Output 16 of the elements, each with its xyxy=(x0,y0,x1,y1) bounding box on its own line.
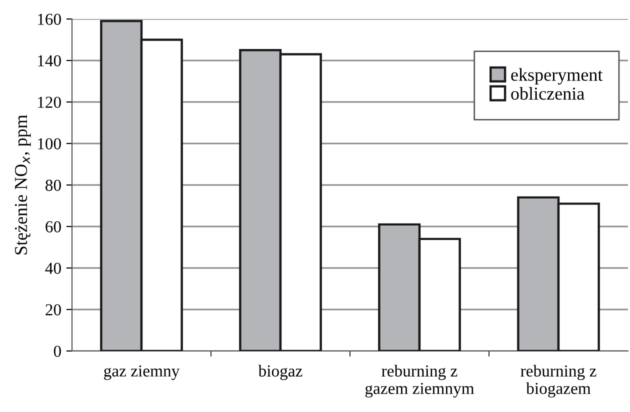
y-tick-label: 40 xyxy=(45,262,61,274)
y-tick-label: 20 xyxy=(46,304,61,316)
x-tick-label: biogaz xyxy=(258,364,302,380)
x-tick-label: reburning z biogazem xyxy=(520,364,596,398)
y-axis-title: Stężenie NO$_{x}$, ppm xyxy=(14,114,31,254)
legend-label: obliczenia xyxy=(511,87,584,100)
y-tick-label: 160 xyxy=(38,14,61,25)
x-tick-label: reburning z gazem ziemnym xyxy=(365,364,474,398)
y-tick-label: 80 xyxy=(46,180,61,191)
y-tick-label: 100 xyxy=(38,138,61,150)
y-tick-label: 120 xyxy=(38,96,61,108)
legend-label: eksperyment xyxy=(511,68,603,85)
y-tick-label: 0 xyxy=(54,346,61,357)
y-tick-label: 140 xyxy=(38,55,61,66)
y-tick-label: 60 xyxy=(46,221,61,232)
x-tick-label: gaz ziemny xyxy=(104,365,180,380)
